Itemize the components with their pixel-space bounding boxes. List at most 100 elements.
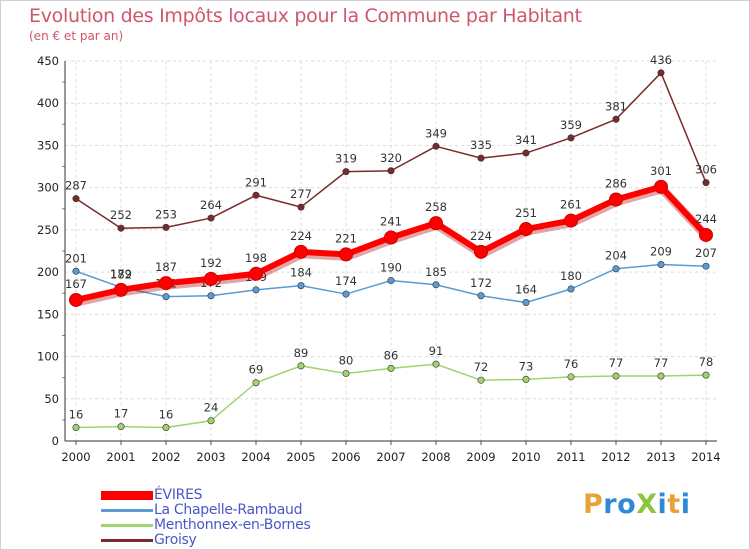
data-point-la-chapelle-rambaud (522, 299, 530, 307)
data-label-menthonnex-en-bornes: 77 (609, 356, 624, 370)
chart-title: Evolution des Impôts locaux pour la Comm… (29, 5, 582, 27)
data-label-la-chapelle-rambaud: 201 (65, 251, 87, 265)
x-tick-label: 2014 (691, 450, 720, 464)
data-label-groisy: 341 (515, 133, 537, 147)
data-point-menthonnex-en-bornes (117, 423, 125, 431)
y-tick-label: 450 (37, 54, 59, 68)
data-label-menthonnex-en-bornes: 69 (249, 363, 264, 377)
data-point-evires (609, 192, 623, 207)
legend-swatch-evires (101, 491, 153, 500)
data-label-evires: 251 (515, 206, 537, 220)
data-label-evires: 179 (110, 267, 132, 281)
data-point-la-chapelle-rambaud (657, 261, 665, 269)
data-label-groisy: 253 (155, 207, 177, 221)
data-point-evires (249, 266, 263, 281)
data-label-menthonnex-en-bornes: 76 (564, 357, 579, 371)
data-point-menthonnex-en-bornes (297, 362, 305, 370)
data-label-evires: 198 (245, 251, 267, 265)
x-tick-label: 2012 (601, 450, 630, 464)
data-label-menthonnex-en-bornes: 78 (699, 355, 714, 369)
data-label-groisy: 287 (65, 179, 87, 193)
data-label-groisy: 291 (245, 175, 267, 189)
x-tick-label: 2010 (511, 450, 540, 464)
data-label-la-chapelle-rambaud: 184 (290, 266, 312, 280)
data-point-groisy (522, 149, 530, 157)
data-point-la-chapelle-rambaud (432, 281, 440, 289)
data-point-menthonnex-en-bornes (162, 423, 170, 431)
legend-label-groisy: Groisy (154, 532, 197, 548)
data-label-evires: 224 (470, 229, 492, 243)
x-tick-label: 2008 (421, 450, 450, 464)
y-tick-label: 300 (37, 181, 59, 195)
y-tick-label: 250 (37, 223, 59, 237)
data-label-groisy: 349 (425, 126, 447, 140)
x-tick-label: 2005 (286, 450, 315, 464)
data-label-evires: 244 (695, 212, 717, 226)
data-point-menthonnex-en-bornes (207, 417, 215, 425)
data-label-evires: 258 (425, 200, 447, 214)
data-point-evires (519, 222, 533, 237)
data-label-evires: 187 (155, 260, 177, 274)
data-point-evires (294, 244, 308, 259)
data-point-menthonnex-en-bornes (702, 371, 710, 379)
legend-swatch-la-chapelle-rambaud (101, 509, 153, 512)
data-point-evires (564, 213, 578, 228)
x-tick-label: 2009 (466, 450, 495, 464)
data-point-menthonnex-en-bornes (522, 375, 530, 383)
data-point-evires (384, 230, 398, 245)
data-label-groisy: 335 (470, 138, 492, 152)
logo-letter: r (603, 489, 618, 520)
data-label-groisy: 319 (335, 152, 357, 166)
x-tick-label: 2000 (61, 450, 90, 464)
data-point-evires (339, 247, 353, 262)
data-point-la-chapelle-rambaud (342, 290, 350, 298)
data-point-la-chapelle-rambaud (297, 282, 305, 290)
logo-letter: X (636, 489, 658, 520)
logo-letter: o (617, 489, 637, 520)
data-label-menthonnex-en-bornes: 89 (294, 346, 309, 360)
data-point-groisy (657, 69, 665, 77)
data-label-evires: 301 (650, 164, 672, 178)
data-point-la-chapelle-rambaud (252, 286, 260, 294)
data-point-groisy (477, 154, 485, 162)
logo-letter: i (680, 489, 691, 520)
data-point-menthonnex-en-bornes (252, 379, 260, 387)
x-tick-label: 2013 (646, 450, 675, 464)
data-point-groisy (387, 167, 395, 175)
data-point-menthonnex-en-bornes (342, 369, 350, 377)
data-point-menthonnex-en-bornes (432, 360, 440, 368)
data-label-menthonnex-en-bornes: 72 (474, 360, 489, 374)
y-tick-label: 100 (37, 350, 59, 364)
x-tick-label: 2001 (106, 450, 135, 464)
data-label-groisy: 436 (650, 53, 672, 67)
plot-area (65, 61, 717, 441)
data-label-menthonnex-en-bornes: 24 (204, 401, 219, 415)
chart-subtitle: (en € et par an) (29, 29, 124, 43)
data-label-evires: 261 (560, 198, 582, 212)
x-tick-label: 2002 (151, 450, 180, 464)
data-label-groisy: 306 (695, 163, 717, 177)
data-label-groisy: 264 (200, 198, 222, 212)
y-tick-label: 50 (44, 392, 59, 406)
data-label-evires: 167 (65, 277, 87, 291)
data-point-menthonnex-en-bornes (387, 364, 395, 372)
brand-logo: ProXiti (583, 489, 690, 520)
data-point-la-chapelle-rambaud (207, 292, 215, 300)
data-label-evires: 241 (380, 214, 402, 228)
y-tick-label: 400 (37, 96, 59, 110)
data-point-groisy (72, 195, 80, 203)
data-point-la-chapelle-rambaud (702, 262, 710, 270)
logo-letter: i (657, 489, 668, 520)
data-point-groisy (702, 179, 710, 187)
data-label-la-chapelle-rambaud: 185 (425, 265, 447, 279)
data-point-menthonnex-en-bornes (477, 376, 485, 384)
data-point-evires (159, 276, 173, 291)
data-label-evires: 286 (605, 176, 627, 190)
data-point-groisy (162, 223, 170, 231)
data-point-evires (204, 271, 218, 286)
data-point-evires (114, 282, 128, 297)
y-tick-label: 200 (37, 265, 59, 279)
data-point-evires (474, 244, 488, 259)
